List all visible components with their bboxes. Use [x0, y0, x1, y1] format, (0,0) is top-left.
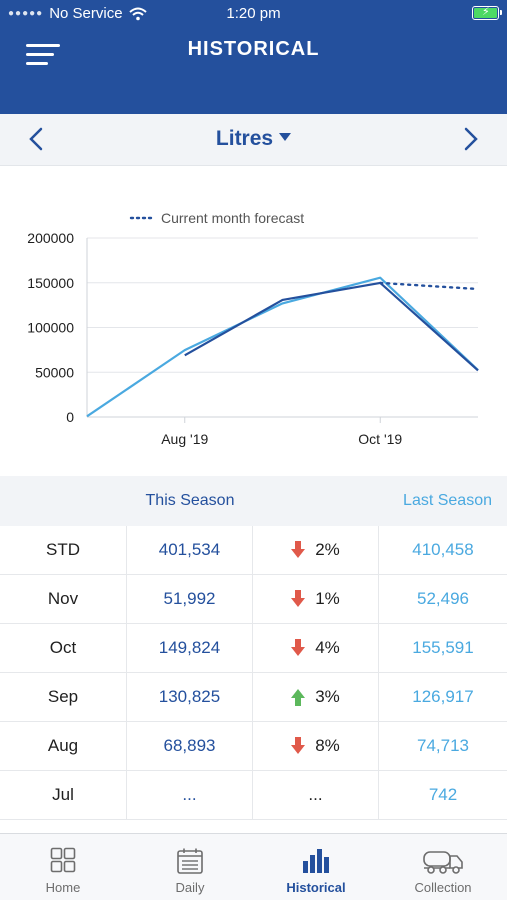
signal-dots-icon: ●●●●●	[8, 8, 44, 19]
arrow-down-icon	[291, 737, 306, 754]
app-header: ●●●●● No Service 1:20 pm ⚡ HISTORICAL	[0, 0, 507, 114]
bottom-tab-bar: Home Daily Historical	[0, 833, 507, 900]
last-season-header[interactable]: Last Season	[403, 492, 492, 509]
y-tick-label: 100000	[27, 320, 74, 336]
change-value: 3%	[315, 687, 340, 706]
table-row: Nov 51,992 1% 52,496	[0, 575, 507, 624]
unit-dropdown[interactable]: Litres	[0, 127, 507, 151]
battery-icon: ⚡	[472, 6, 502, 20]
this-season-cell: ...	[127, 771, 253, 819]
period-cell: Nov	[0, 575, 127, 623]
period-cell: Sep	[0, 673, 127, 721]
change-cell: 1%	[253, 575, 379, 623]
unit-label: Litres	[215, 127, 274, 150]
x-tick-label: Aug '19	[161, 431, 208, 447]
y-tick-label: 50000	[35, 364, 74, 380]
table-row: Sep 130,825 3% 126,917	[0, 673, 507, 722]
bar-chart-icon	[303, 849, 329, 873]
status-bar: ●●●●● No Service 1:20 pm ⚡	[0, 0, 507, 28]
y-tick-label: 0	[66, 409, 74, 425]
last-season-cell: 74,713	[417, 736, 469, 755]
historical-chart: 200000 150000 100000 50000 0 Aug '19 Oct '19 Cu…	[0, 166, 507, 476]
tanker-truck-icon	[423, 851, 463, 874]
unit-selector-bar: Litres	[0, 114, 507, 166]
season-table: STD 401,534 2% 410,458 Nov 51,992 1% 52,496 Oct 1…	[0, 526, 507, 820]
caret-down-icon	[279, 133, 292, 142]
arrow-down-icon	[291, 639, 306, 656]
last-season-cell: 742	[428, 785, 458, 804]
tab-home-label: Home	[45, 880, 81, 895]
change-value: 8%	[315, 736, 340, 755]
hamburger-menu-icon[interactable]	[26, 42, 60, 66]
period-cell: Oct	[0, 624, 127, 672]
this-season-cell: 130,825	[127, 673, 253, 721]
tab-home[interactable]: Home	[0, 834, 126, 900]
last-season-cell: 155,591	[412, 638, 474, 657]
change-value: 1%	[315, 589, 340, 608]
this-season-header: This Season	[145, 492, 235, 509]
tab-daily-label: Daily	[175, 880, 205, 895]
change-value: 4%	[315, 638, 340, 657]
tab-collection-label: Collection	[414, 880, 472, 895]
period-cell: STD	[0, 526, 127, 574]
period-cell: Aug	[0, 722, 127, 770]
carrier-name: No Service	[49, 5, 123, 22]
last-season-cell: 410,458	[412, 540, 474, 559]
change-cell: 3%	[253, 673, 379, 721]
last-season-cell: 52,496	[417, 589, 469, 608]
this-season-line	[184, 281, 479, 372]
chevron-left-icon[interactable]	[20, 122, 54, 156]
change-cell: 8%	[253, 722, 379, 770]
arrow-down-icon	[291, 590, 306, 607]
this-season-cell: 51,992	[127, 575, 253, 623]
chevron-right-icon[interactable]	[453, 122, 487, 156]
tab-historical-label: Historical	[286, 880, 346, 895]
table-row: Jul...... 742	[0, 771, 507, 820]
line-chart: 200000 150000 100000 50000 0 Aug '19 Oct '19 Cu…	[27, 210, 480, 447]
calendar-icon	[177, 848, 203, 874]
last-season-line	[86, 276, 479, 418]
this-season-cell: 149,824	[127, 624, 253, 672]
y-tick-label: 200000	[27, 230, 74, 246]
this-season-cell: 401,534	[127, 526, 253, 574]
table-row: Aug 68,893 8% 74,713	[0, 722, 507, 771]
change-cell: ...	[253, 771, 379, 819]
change-value: ...	[308, 785, 323, 804]
table-row: Oct 149,824 4% 155,591	[0, 624, 507, 673]
grid-icon	[50, 847, 76, 873]
arrow-up-icon	[291, 689, 306, 706]
legend-label: Current month forecast	[161, 210, 304, 226]
wifi-icon	[128, 7, 147, 20]
table-row: STD 401,534 2% 410,458	[0, 526, 507, 575]
change-value: 2%	[315, 540, 340, 559]
this-season-cell: 68,893	[127, 722, 253, 770]
forecast-line	[379, 281, 480, 291]
page-title: HISTORICAL	[187, 38, 320, 60]
y-tick-label: 150000	[27, 275, 74, 291]
x-tick-label: Oct '19	[358, 431, 402, 447]
period-cell: Jul	[0, 771, 127, 819]
tab-collection[interactable]: Collection	[380, 834, 506, 900]
last-season-cell: 126,917	[412, 687, 474, 706]
carrier-info: ●●●●● No Service	[8, 5, 147, 22]
change-cell: 4%	[253, 624, 379, 672]
tab-historical[interactable]: Historical	[253, 834, 379, 900]
change-cell: 2%	[253, 526, 379, 574]
tab-daily[interactable]: Daily	[127, 834, 253, 900]
season-table-header: This Season Last Season	[0, 476, 507, 526]
arrow-down-icon	[291, 541, 306, 558]
status-time: 1:20 pm	[226, 5, 281, 22]
